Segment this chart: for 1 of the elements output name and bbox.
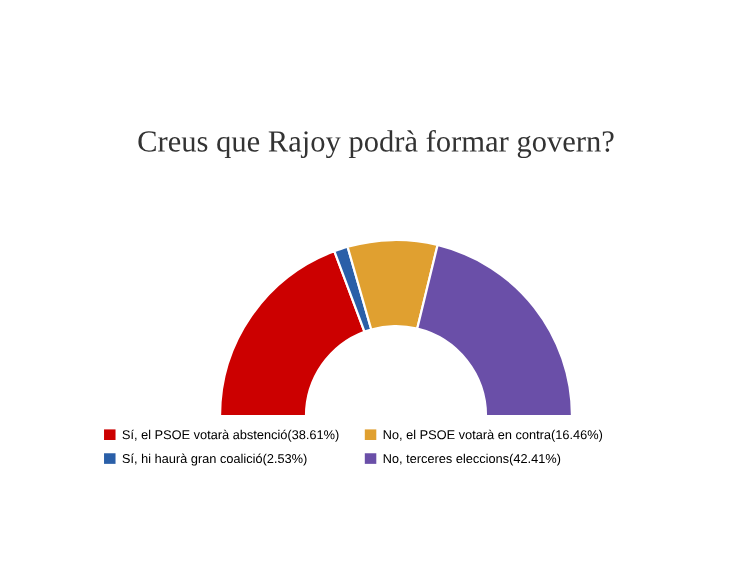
chart-title: Creus que Rajoy podrà formar govern? <box>138 129 614 159</box>
